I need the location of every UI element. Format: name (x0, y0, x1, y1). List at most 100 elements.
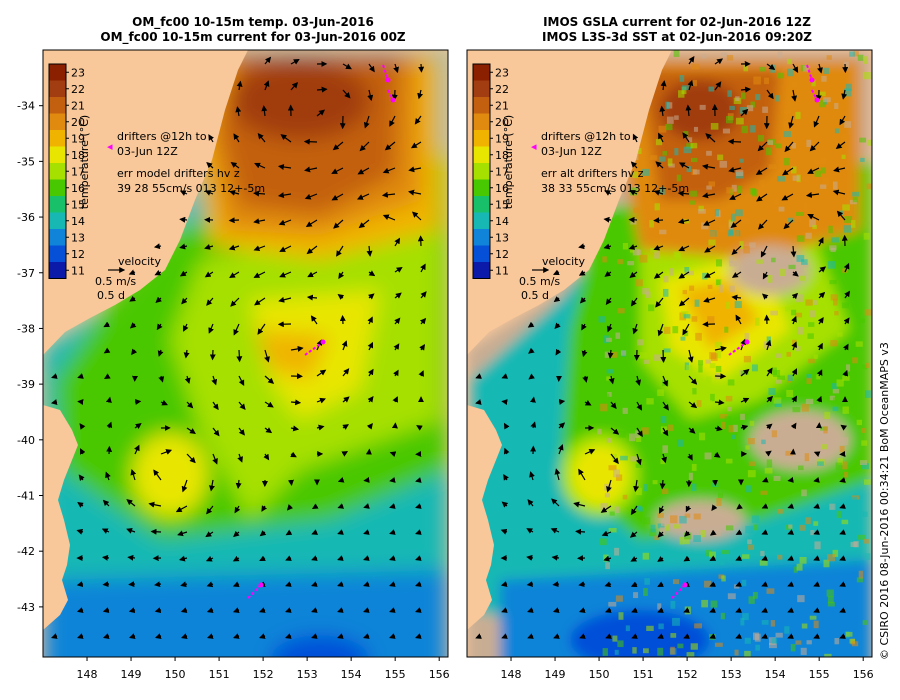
current-arrow (735, 529, 743, 535)
sst-speckle-pixel (808, 358, 815, 364)
sst-speckle-pixel (600, 503, 608, 510)
sst-speckle-pixel (849, 496, 857, 502)
current-arrow (816, 395, 823, 403)
current-arrow (631, 607, 638, 613)
sst-speckle-pixel (614, 649, 619, 655)
colorbar-swatch (49, 179, 66, 196)
current-arrow (839, 633, 846, 639)
lon-tick-label: 150 (165, 668, 186, 681)
sst-speckle-pixel (776, 353, 783, 358)
current-arrow (604, 581, 612, 588)
current-arrow (813, 477, 820, 483)
current-arrow (342, 396, 350, 403)
sst-speckle-pixel (760, 490, 768, 495)
sst-speckle-pixel (807, 333, 814, 339)
sst-speckle-pixel (782, 532, 791, 538)
sst-speckle-pixel (607, 392, 612, 397)
current-arrow (337, 293, 345, 300)
colorbar-tick-label: 13 (71, 231, 85, 244)
drifter-track (382, 64, 389, 81)
current-arrow (306, 294, 318, 301)
sst-speckle-pixel (727, 593, 736, 600)
right-land-island (467, 405, 502, 630)
left-annotation-1: drifters @12h to (117, 130, 207, 143)
current-arrow (736, 503, 743, 510)
sst-speckle-pixel (739, 158, 744, 163)
current-arrow (809, 141, 820, 152)
current-arrow (285, 529, 293, 536)
lon-tick-label: 154 (765, 668, 786, 681)
current-arrow (77, 501, 84, 508)
sst-speckle-pixel (678, 90, 685, 98)
sst-speckle-pixel (834, 310, 839, 316)
current-arrow (731, 294, 742, 301)
current-arrow (305, 219, 318, 228)
colorbar-swatch (49, 97, 66, 114)
sst-speckle-pixel (740, 92, 746, 100)
sst-speckle-pixel (804, 453, 810, 462)
sst-speckle-pixel (777, 51, 783, 59)
current-arrow (714, 345, 727, 352)
current-arrow (238, 401, 246, 410)
sst-speckle-pixel (826, 55, 832, 60)
lon-tick-label: 154 (341, 668, 362, 681)
sst-speckle-pixel (755, 317, 760, 326)
current-arrow (552, 269, 560, 275)
colorbar-tick-label: 12 (71, 248, 85, 261)
sst-speckle-pixel (785, 450, 793, 456)
current-arrow (584, 449, 596, 455)
sst-speckle-pixel (811, 80, 816, 87)
sst-speckle-pixel (852, 197, 858, 203)
sst-speckle-pixel (805, 398, 814, 405)
sst-speckle-pixel (615, 332, 621, 339)
sst-speckle-pixel (715, 259, 723, 267)
sst-speckle-pixel (692, 169, 700, 175)
lon-tick-label: 152 (253, 668, 274, 681)
current-arrow (607, 323, 613, 333)
current-arrow (76, 528, 84, 535)
current-arrow (367, 316, 373, 325)
sst-speckle-pixel (784, 626, 790, 634)
sst-speckle-pixel (767, 274, 773, 283)
sst-speckle-pixel (662, 150, 668, 156)
lat-tick-label: -38 (17, 322, 35, 335)
sst-speckle-pixel (796, 211, 804, 216)
current-arrow (629, 531, 638, 538)
sst-speckle-pixel (667, 158, 673, 166)
colorbar-tick-label: 21 (71, 99, 85, 112)
sst-speckle-pixel (740, 617, 745, 626)
sst-speckle-pixel (704, 452, 712, 460)
sst-speckle-pixel (679, 515, 687, 524)
sst-speckle-pixel (791, 142, 796, 149)
current-arrow (316, 86, 328, 93)
drifter-end-marker (390, 97, 396, 103)
sst-speckle-pixel (801, 259, 808, 265)
sst-speckle-pixel (749, 242, 756, 248)
colorbar-swatch (473, 64, 490, 81)
current-arrow (233, 133, 240, 143)
sst-speckle-pixel (599, 538, 607, 546)
current-arrow (740, 397, 750, 404)
current-arrow (839, 115, 846, 126)
sst-speckle-pixel (820, 444, 828, 450)
current-arrow (714, 81, 722, 91)
sst-speckle-pixel (809, 219, 816, 228)
sst-speckle-pixel (696, 400, 702, 407)
current-arrow (238, 427, 245, 436)
colorbar-swatch (473, 146, 490, 163)
current-arrow (500, 528, 508, 535)
current-arrow (761, 293, 769, 300)
lon-tick-label: 156 (429, 668, 450, 681)
sst-speckle-pixel (842, 268, 848, 273)
sst-speckle-pixel (750, 101, 756, 108)
sst-speckle-pixel (636, 505, 642, 510)
colorbar-swatch (49, 113, 66, 130)
sst-speckle-pixel (830, 294, 839, 301)
sst-speckle-pixel (832, 388, 839, 394)
current-arrow (415, 503, 422, 509)
sst-speckle-pixel (836, 379, 844, 387)
current-arrow (841, 89, 848, 100)
sst-speckle-pixel (632, 647, 637, 654)
sst-speckle-pixel (849, 51, 855, 57)
current-arrow (558, 398, 566, 405)
